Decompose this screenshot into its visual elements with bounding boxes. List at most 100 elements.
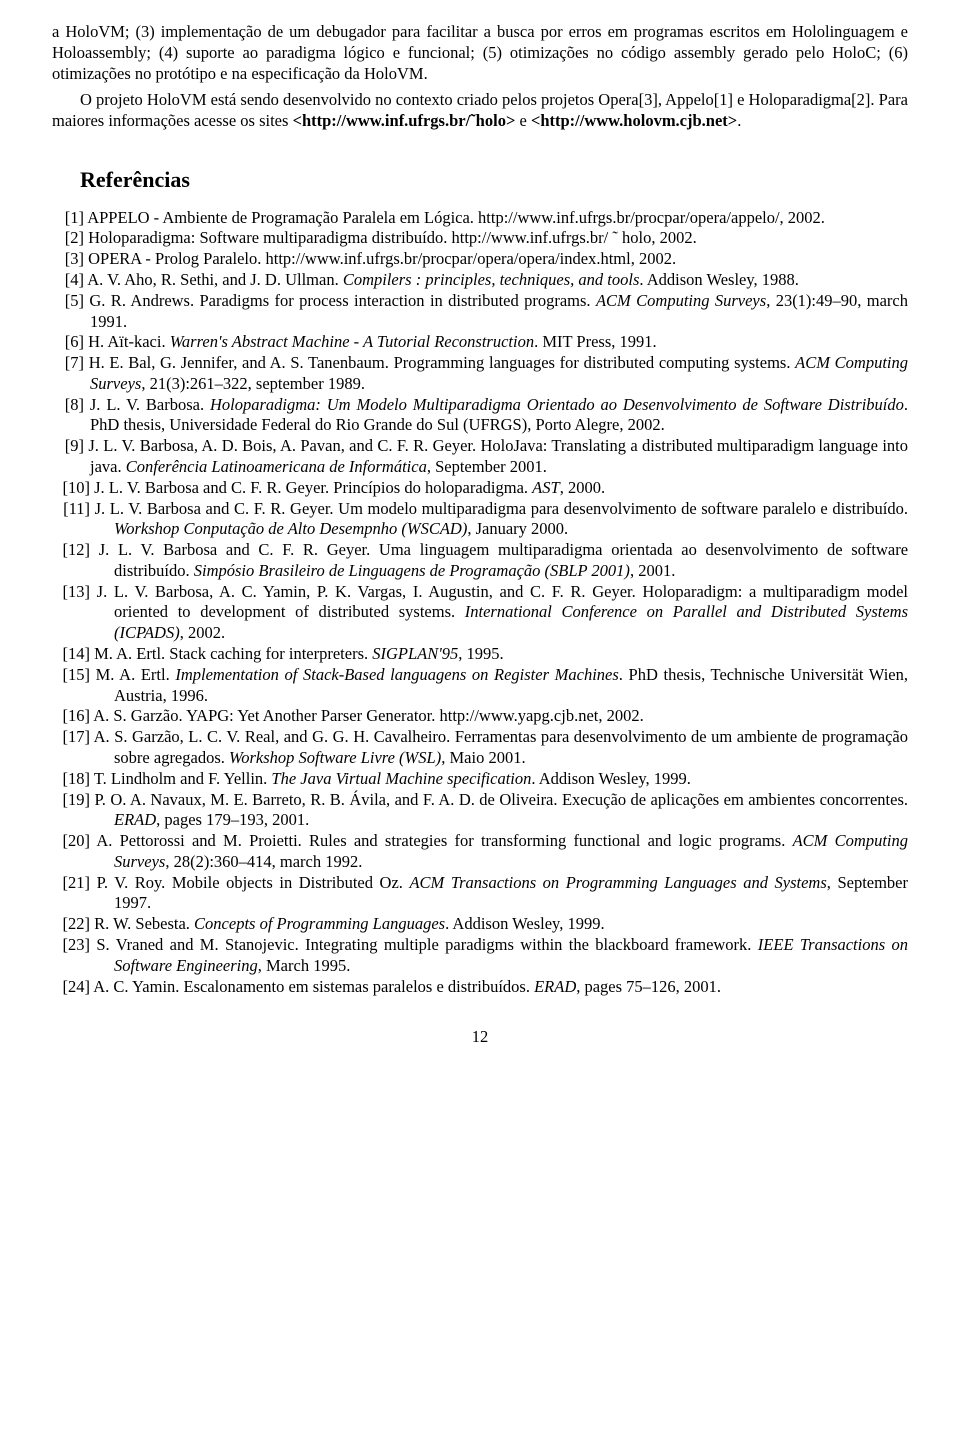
ref-text-i: Workshop Conputação de Alto Desempnho (W… <box>114 519 467 538</box>
body-paragraph-1: a HoloVM; (3) implementação de um debuga… <box>52 22 908 84</box>
ref-text-a: R. W. Sebesta. <box>94 914 194 933</box>
ref-text-a: A. Pettorossi and M. Proietti. Rules and… <box>96 831 792 850</box>
ref-text: Holoparadigma: Software multiparadigma d… <box>88 228 697 247</box>
ref-text-a: S. Vraned and M. Stanojevic. Integrating… <box>96 935 757 954</box>
page-number: 12 <box>52 1027 908 1048</box>
ref-text-b: , 2001. <box>630 561 675 580</box>
ref-text-i: Concepts of Programming Languages <box>194 914 445 933</box>
p2-text-e: . <box>737 111 741 130</box>
references-heading: Referências <box>80 166 908 194</box>
ref-17: [17] A. S. Garzão, L. C. V. Real, and G.… <box>52 727 908 769</box>
ref-num: [1] <box>52 208 84 229</box>
ref-num: [8] <box>52 395 84 416</box>
ref-text-b: . Addison Wesley, 1988. <box>639 270 799 289</box>
ref-num: [21] <box>52 873 90 894</box>
ref-text-i: Workshop Software Livre (WSL) <box>229 748 441 767</box>
ref-text-b: , March 1995. <box>258 956 351 975</box>
ref-text-a: A. V. Aho, R. Sethi, and J. D. Ullman. <box>87 270 343 289</box>
ref-24: [24] A. C. Yamin. Escalonamento em siste… <box>52 977 908 998</box>
ref-text-i: Implementation of Stack-Based languagens… <box>175 665 618 684</box>
ref-text-i: SIGPLAN'95 <box>372 644 458 663</box>
ref-text-i: ACM Computing Surveys <box>596 291 766 310</box>
ref-21: [21] P. V. Roy. Mobile objects in Distri… <box>52 873 908 915</box>
ref-20: [20] A. Pettorossi and M. Proietti. Rule… <box>52 831 908 873</box>
ref-text-i: Conferência Latinoamericana de Informáti… <box>126 457 427 476</box>
ref-num: [20] <box>52 831 90 852</box>
ref-text-b: . Addison Wesley, 1999. <box>531 769 691 788</box>
ref-9: [9] J. L. V. Barbosa, A. D. Bois, A. Pav… <box>52 436 908 478</box>
ref-num: [12] <box>52 540 90 561</box>
ref-text-b: , pages 179–193, 2001. <box>156 810 309 829</box>
ref-num: [3] <box>52 249 84 270</box>
ref-text-a: G. R. Andrews. Paradigms for process int… <box>89 291 596 310</box>
ref-text-b: , September 2001. <box>427 457 547 476</box>
ref-text-a: J. L. V. Barbosa and C. F. R. Geyer. Um … <box>95 499 908 518</box>
ref-text-a: H. Aït-kaci. <box>88 332 170 351</box>
ref-7: [7] H. E. Bal, G. Jennifer, and A. S. Ta… <box>52 353 908 395</box>
ref-text-b: , 2000. <box>560 478 605 497</box>
ref-text-b: , Maio 2001. <box>441 748 525 767</box>
ref-num: [4] <box>52 270 84 291</box>
ref-15: [15] M. A. Ertl. Implementation of Stack… <box>52 665 908 707</box>
ref-text-i: ACM Transactions on Programming Language… <box>409 873 826 892</box>
ref-text-b: , 1995. <box>458 644 503 663</box>
ref-text-b: . Addison Wesley, 1999. <box>445 914 605 933</box>
ref-num: [19] <box>52 790 90 811</box>
ref-6: [6] H. Aït-kaci. Warren's Abstract Machi… <box>52 332 908 353</box>
references-list: [1] APPELO - Ambiente de Programação Par… <box>52 208 908 998</box>
ref-4: [4] A. V. Aho, R. Sethi, and J. D. Ullma… <box>52 270 908 291</box>
ref-text: APPELO - Ambiente de Programação Paralel… <box>87 208 825 227</box>
ref-text-a: A. C. Yamin. Escalonamento em sistemas p… <box>93 977 534 996</box>
ref-text-a: J. L. V. Barbosa. <box>90 395 210 414</box>
ref-num: [15] <box>52 665 90 686</box>
ref-22: [22] R. W. Sebesta. Concepts of Programm… <box>52 914 908 935</box>
ref-text-i: Simpósio Brasileiro de Linguagens de Pro… <box>194 561 630 580</box>
ref-23: [23] S. Vraned and M. Stanojevic. Integr… <box>52 935 908 977</box>
ref-num: [10] <box>52 478 90 499</box>
ref-text-i: Warren's Abstract Machine - A Tutorial R… <box>170 332 534 351</box>
body-paragraph-2: O projeto HoloVM está sendo desenvolvido… <box>52 90 908 132</box>
ref-text-i: Compilers : principles, techniques, and … <box>343 270 640 289</box>
ref-num: [9] <box>52 436 84 457</box>
ref-num: [14] <box>52 644 90 665</box>
ref-num: [17] <box>52 727 90 748</box>
ref-text-a: P. O. A. Navaux, M. E. Barreto, R. B. Áv… <box>94 790 908 809</box>
ref-text-a: P. V. Roy. Mobile objects in Distributed… <box>97 873 410 892</box>
ref-text-a: M. A. Ertl. <box>96 665 176 684</box>
ref-num: [24] <box>52 977 90 998</box>
ref-8: [8] J. L. V. Barbosa. Holoparadigma: Um … <box>52 395 908 437</box>
ref-text-i: AST <box>532 478 560 497</box>
ref-num: [16] <box>52 706 90 727</box>
ref-num: [18] <box>52 769 90 790</box>
ref-text-a: M. A. Ertl. Stack caching for interprete… <box>94 644 372 663</box>
ref-18: [18] T. Lindholm and F. Yellin. The Java… <box>52 769 908 790</box>
ref-num: [11] <box>52 499 90 520</box>
p2-url-1: <http://www.inf.ufrgs.br/˜holo> <box>293 111 516 130</box>
ref-text-a: T. Lindholm and F. Yellin. <box>94 769 272 788</box>
ref-num: [2] <box>52 228 84 249</box>
ref-text-b: , January 2000. <box>467 519 568 538</box>
ref-14: [14] M. A. Ertl. Stack caching for inter… <box>52 644 908 665</box>
ref-1: [1] APPELO - Ambiente de Programação Par… <box>52 208 908 229</box>
p2-url-2: <http://www.holovm.cjb.net> <box>531 111 737 130</box>
ref-text-a: A. S. Garzão. YAPG: Yet Another Parser G… <box>93 706 644 725</box>
ref-num: [22] <box>52 914 90 935</box>
ref-10: [10] J. L. V. Barbosa and C. F. R. Geyer… <box>52 478 908 499</box>
ref-text-b: , 21(3):261–322, september 1989. <box>141 374 365 393</box>
ref-num: [23] <box>52 935 90 956</box>
ref-text-a: H. E. Bal, G. Jennifer, and A. S. Tanenb… <box>89 353 795 372</box>
ref-num: [5] <box>52 291 84 312</box>
ref-text: OPERA - Prolog Paralelo. http://www.inf.… <box>88 249 676 268</box>
ref-num: [6] <box>52 332 84 353</box>
ref-text-b: , 2002. <box>180 623 225 642</box>
ref-2: [2] Holoparadigma: Software multiparadig… <box>52 228 908 249</box>
ref-11: [11] J. L. V. Barbosa and C. F. R. Geyer… <box>52 499 908 541</box>
ref-3: [3] OPERA - Prolog Paralelo. http://www.… <box>52 249 908 270</box>
ref-text-i: The Java Virtual Machine specification <box>271 769 531 788</box>
ref-text-b: , 28(2):360–414, march 1992. <box>165 852 362 871</box>
ref-19: [19] P. O. A. Navaux, M. E. Barreto, R. … <box>52 790 908 832</box>
ref-num: [13] <box>52 582 90 603</box>
ref-text-i: ERAD <box>534 977 576 996</box>
ref-16: [16] A. S. Garzão. YAPG: Yet Another Par… <box>52 706 908 727</box>
ref-text-i: ERAD <box>114 810 156 829</box>
